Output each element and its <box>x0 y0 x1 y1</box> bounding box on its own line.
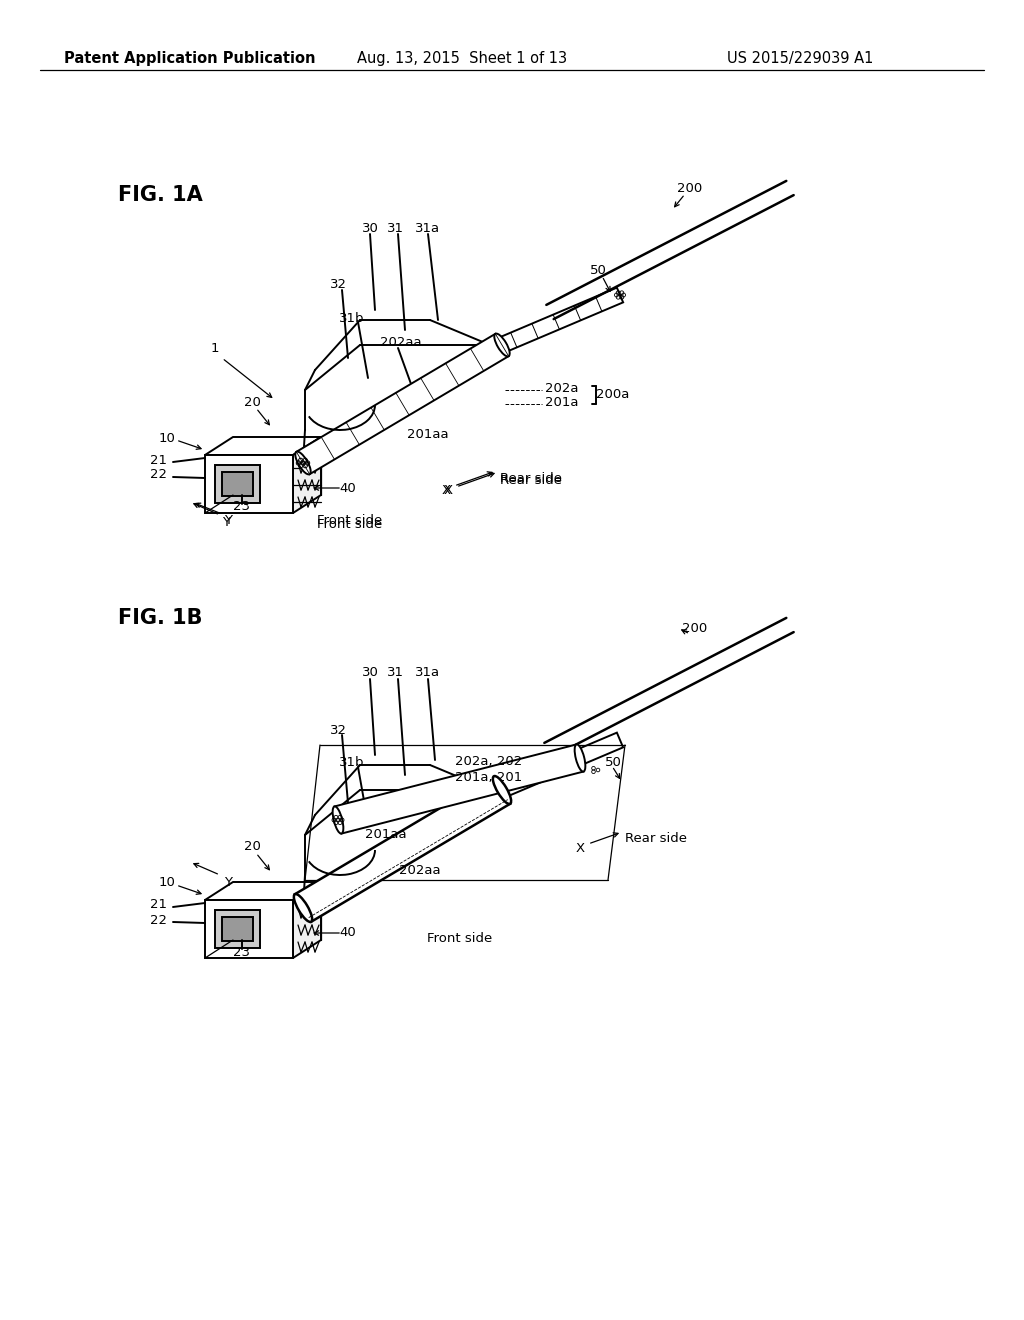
Text: 50: 50 <box>590 264 606 276</box>
Polygon shape <box>222 473 253 496</box>
Text: 21: 21 <box>150 454 167 466</box>
Polygon shape <box>296 334 509 474</box>
Ellipse shape <box>574 744 586 772</box>
Text: US 2015/229039 A1: US 2015/229039 A1 <box>727 50 873 66</box>
Text: Rear side: Rear side <box>500 474 562 487</box>
Ellipse shape <box>295 451 310 474</box>
Text: 31b: 31b <box>339 312 365 325</box>
Text: 201a: 201a <box>545 396 579 408</box>
Text: 30: 30 <box>361 222 379 235</box>
Text: 1: 1 <box>211 342 219 355</box>
Text: 20: 20 <box>244 396 260 408</box>
Text: Patent Application Publication: Patent Application Publication <box>65 50 315 66</box>
Text: 201a, 201: 201a, 201 <box>455 771 522 784</box>
Polygon shape <box>293 882 321 958</box>
Text: 20: 20 <box>244 841 260 854</box>
Polygon shape <box>335 744 584 833</box>
Text: 200: 200 <box>682 622 708 635</box>
Ellipse shape <box>495 334 510 356</box>
Text: 22: 22 <box>150 913 167 927</box>
Text: X: X <box>575 842 585 854</box>
Text: 30: 30 <box>361 667 379 680</box>
Ellipse shape <box>333 807 343 834</box>
Text: Y: Y <box>224 513 232 527</box>
Text: 23: 23 <box>233 500 251 513</box>
Text: 201aa: 201aa <box>408 429 449 441</box>
Text: Aug. 13, 2015  Sheet 1 of 13: Aug. 13, 2015 Sheet 1 of 13 <box>357 50 567 66</box>
Text: 40: 40 <box>340 482 356 495</box>
Text: FIG. 1B: FIG. 1B <box>118 609 203 628</box>
Text: Front side: Front side <box>317 519 383 532</box>
Text: 31: 31 <box>386 667 403 680</box>
Text: FIG. 1A: FIG. 1A <box>118 185 203 205</box>
Polygon shape <box>499 733 624 797</box>
Polygon shape <box>215 465 260 503</box>
Text: 40: 40 <box>340 927 356 940</box>
Text: Y: Y <box>224 875 232 888</box>
Text: 200a: 200a <box>596 388 630 400</box>
Polygon shape <box>205 900 293 958</box>
Text: Rear side: Rear side <box>500 473 562 486</box>
Text: Front side: Front side <box>427 932 493 945</box>
Text: 31b: 31b <box>339 756 365 770</box>
Text: 32: 32 <box>330 723 346 737</box>
Text: 201aa: 201aa <box>365 829 407 842</box>
Polygon shape <box>222 917 253 941</box>
Text: 202aa: 202aa <box>380 335 422 348</box>
Polygon shape <box>215 909 260 948</box>
Text: X: X <box>443 483 453 496</box>
Text: Rear side: Rear side <box>625 832 687 845</box>
Text: 200: 200 <box>677 181 702 194</box>
Text: 22: 22 <box>150 469 167 482</box>
Text: 23: 23 <box>233 945 251 958</box>
Polygon shape <box>205 455 293 513</box>
Polygon shape <box>293 437 321 513</box>
Polygon shape <box>205 437 321 455</box>
Text: 202aa: 202aa <box>399 863 440 876</box>
Text: 202a, 202: 202a, 202 <box>455 755 522 768</box>
Text: 31a: 31a <box>416 222 440 235</box>
Text: 21: 21 <box>150 899 167 912</box>
Text: X: X <box>441 483 451 496</box>
Text: 31a: 31a <box>416 667 440 680</box>
Text: Y: Y <box>222 516 230 528</box>
Text: 10: 10 <box>158 432 175 445</box>
Ellipse shape <box>294 894 312 921</box>
Ellipse shape <box>493 776 511 804</box>
Text: 32: 32 <box>330 279 346 292</box>
Polygon shape <box>499 288 624 352</box>
Text: 31: 31 <box>386 222 403 235</box>
Text: 10: 10 <box>158 876 175 890</box>
Polygon shape <box>295 776 510 921</box>
Text: 202a: 202a <box>545 381 579 395</box>
Text: 50: 50 <box>605 755 622 768</box>
Text: Front side: Front side <box>317 513 383 527</box>
Polygon shape <box>205 882 321 900</box>
